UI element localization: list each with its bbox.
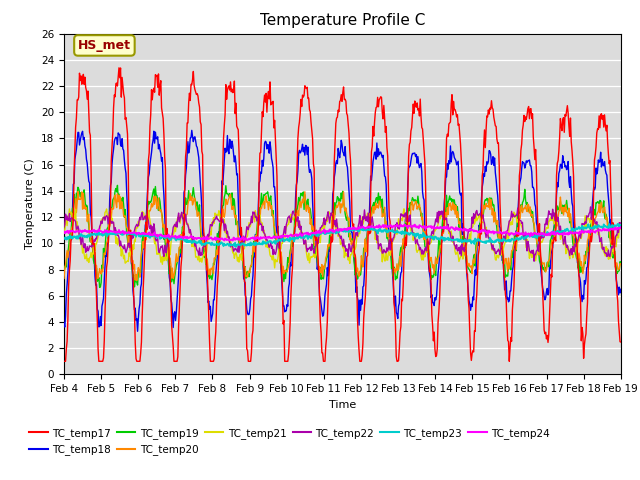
Title: Temperature Profile C: Temperature Profile C: [260, 13, 425, 28]
Text: HS_met: HS_met: [78, 39, 131, 52]
Y-axis label: Temperature (C): Temperature (C): [26, 158, 35, 250]
X-axis label: Time: Time: [329, 400, 356, 409]
Legend: TC_temp17, TC_temp18, TC_temp19, TC_temp20, TC_temp21, TC_temp22, TC_temp23, TC_: TC_temp17, TC_temp18, TC_temp19, TC_temp…: [25, 424, 554, 459]
